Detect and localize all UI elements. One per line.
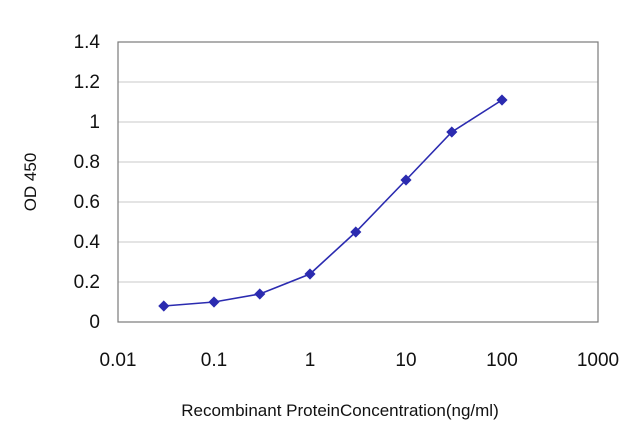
y-tick-label: 1.4 [74, 32, 101, 53]
x-tick-label: 10 [395, 350, 416, 371]
data-point-marker [350, 226, 362, 238]
y-tick-label: 0.8 [74, 152, 100, 173]
x-tick-label: 0.1 [201, 350, 227, 371]
x-tick-label: 0.01 [100, 350, 137, 371]
data-point-marker [208, 296, 220, 308]
x-tick-label: 100 [486, 350, 518, 371]
y-tick-label: 1 [89, 112, 100, 133]
x-axis-title: Recombinant ProteinConcentration(ng/ml) [181, 401, 499, 420]
gridlines [118, 81, 598, 283]
data-point-marker [158, 300, 170, 312]
plot-area-frame [117, 41, 599, 323]
data-point-marker [496, 94, 508, 106]
y-axis-tick-labels: 0 0.2 0.4 0.6 0.8 1 1.2 1.4 [74, 32, 101, 333]
data-point-marker [400, 174, 412, 186]
y-axis-title: OD 450 [21, 153, 40, 212]
x-axis-tick-labels: 0.01 0.1 1 10 100 1000 [100, 350, 620, 371]
y-tick-label: 0.4 [74, 232, 101, 253]
data-point-marker [254, 288, 266, 300]
series-group [158, 94, 508, 312]
x-tick-label: 1 [305, 350, 316, 371]
data-point-marker [304, 268, 316, 280]
y-tick-label: 0.6 [74, 192, 100, 213]
y-tick-label: 0 [89, 312, 100, 333]
y-tick-label: 0.2 [74, 272, 100, 293]
data-point-marker [446, 126, 458, 138]
series-line [163, 99, 503, 307]
y-tick-label: 1.2 [74, 72, 100, 93]
x-tick-label: 1000 [577, 350, 619, 371]
